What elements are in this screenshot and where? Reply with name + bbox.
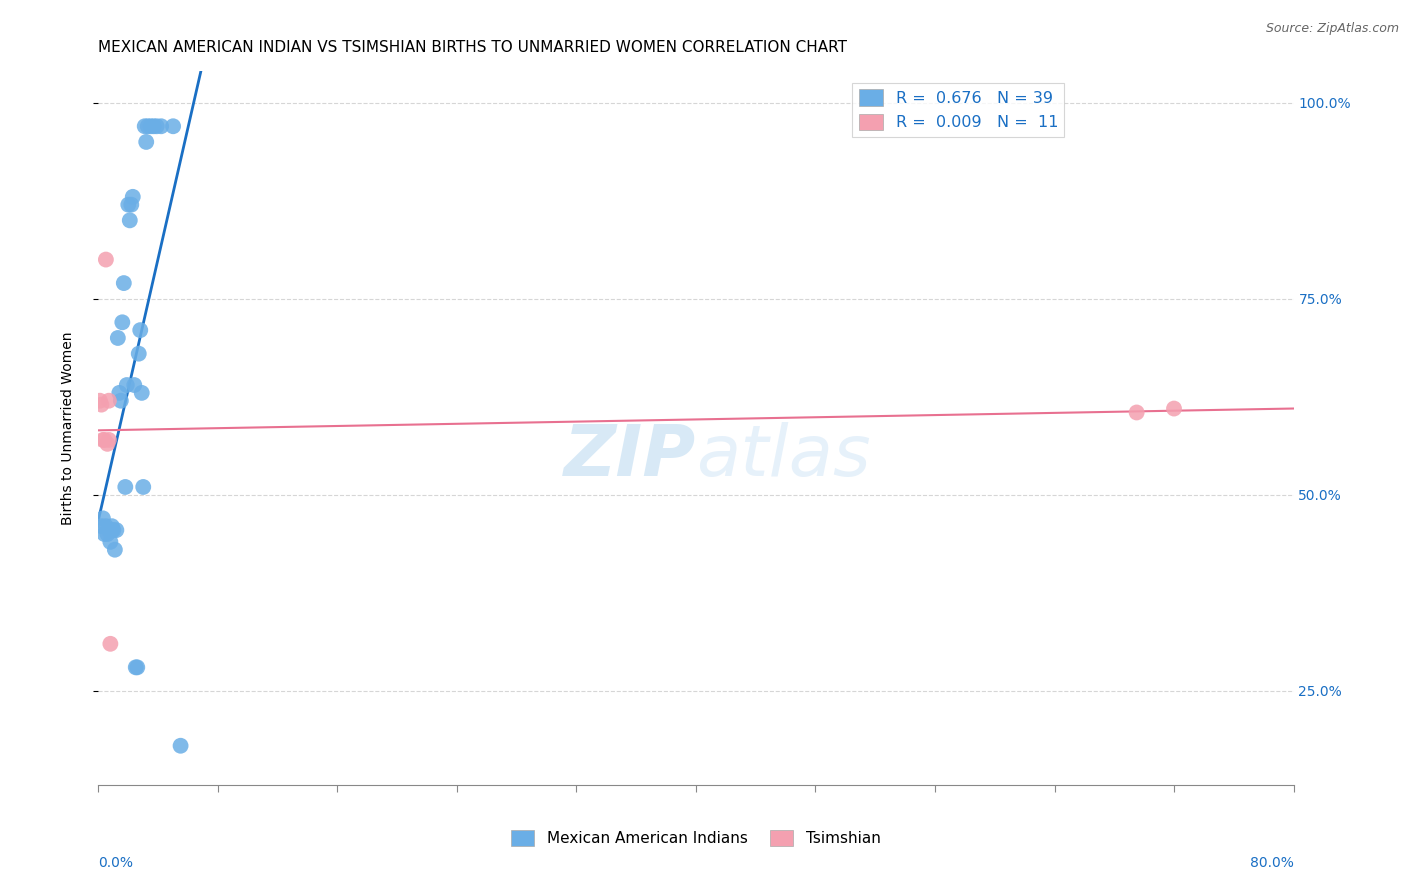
Point bbox=[142, 120, 165, 134]
Point bbox=[90, 398, 112, 412]
Point bbox=[101, 519, 124, 533]
Point bbox=[94, 252, 117, 267]
Point bbox=[150, 120, 173, 134]
Point bbox=[104, 542, 127, 557]
Point bbox=[97, 393, 120, 408]
Point bbox=[125, 660, 148, 674]
Point bbox=[93, 527, 115, 541]
Point bbox=[127, 660, 149, 674]
Point bbox=[131, 385, 153, 400]
Point bbox=[89, 393, 111, 408]
Point bbox=[90, 519, 112, 533]
Point bbox=[169, 739, 191, 753]
Point bbox=[96, 527, 118, 541]
Text: 0.0%: 0.0% bbox=[98, 856, 134, 871]
Point bbox=[105, 523, 128, 537]
Point bbox=[1163, 401, 1185, 416]
Point bbox=[114, 480, 136, 494]
Point bbox=[135, 135, 157, 149]
Point bbox=[129, 323, 152, 337]
Point bbox=[132, 480, 155, 494]
Point bbox=[134, 120, 156, 134]
Point bbox=[117, 197, 139, 211]
Point bbox=[98, 637, 122, 651]
Point bbox=[98, 534, 122, 549]
Point bbox=[94, 519, 117, 533]
Point bbox=[97, 523, 120, 537]
Text: Source: ZipAtlas.com: Source: ZipAtlas.com bbox=[1265, 22, 1399, 36]
Point bbox=[139, 120, 162, 134]
Point bbox=[103, 523, 125, 537]
Point bbox=[124, 378, 146, 392]
Point bbox=[145, 120, 167, 134]
Point bbox=[118, 213, 141, 227]
Point bbox=[96, 437, 118, 451]
Point bbox=[110, 393, 132, 408]
Legend: Mexican American Indians, Tsimshian: Mexican American Indians, Tsimshian bbox=[505, 824, 887, 852]
Point bbox=[1125, 405, 1147, 419]
Text: MEXICAN AMERICAN INDIAN VS TSIMSHIAN BIRTHS TO UNMARRIED WOMEN CORRELATION CHART: MEXICAN AMERICAN INDIAN VS TSIMSHIAN BIR… bbox=[98, 40, 848, 55]
Point bbox=[115, 378, 138, 392]
Point bbox=[91, 511, 114, 525]
Text: atlas: atlas bbox=[696, 422, 870, 491]
Point bbox=[107, 331, 129, 345]
Point bbox=[121, 190, 143, 204]
Point bbox=[91, 433, 114, 447]
Point bbox=[93, 433, 115, 447]
Point bbox=[111, 315, 134, 329]
Text: 80.0%: 80.0% bbox=[1250, 856, 1294, 871]
Point bbox=[136, 120, 159, 134]
Text: ZIP: ZIP bbox=[564, 422, 696, 491]
Point bbox=[128, 346, 150, 360]
Point bbox=[112, 276, 135, 290]
Point bbox=[108, 385, 131, 400]
Point bbox=[101, 523, 124, 537]
Point bbox=[97, 433, 120, 447]
Point bbox=[120, 197, 142, 211]
Point bbox=[162, 120, 184, 134]
Y-axis label: Births to Unmarried Women: Births to Unmarried Women bbox=[60, 332, 75, 524]
